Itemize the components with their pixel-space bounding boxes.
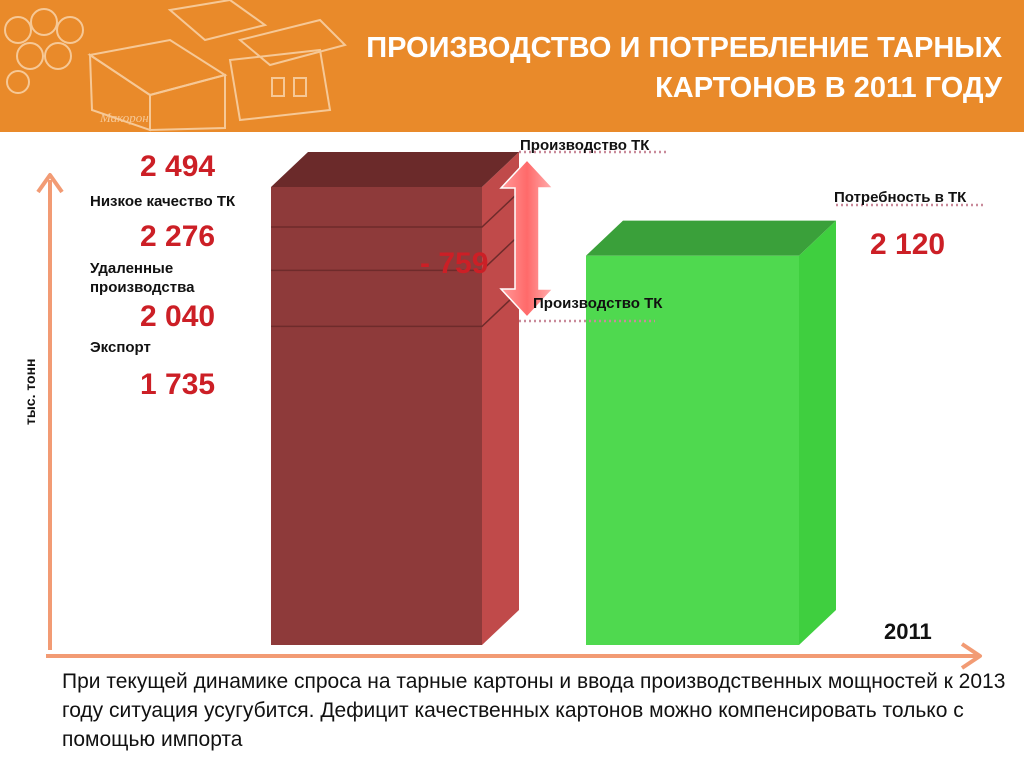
production-segment-divider-3 xyxy=(271,191,520,228)
roll-circle-2 xyxy=(30,8,58,36)
x-axis-arrowhead xyxy=(960,642,982,670)
value-2120: 2 120 xyxy=(870,228,946,261)
title-line-2: КАРТОНОВ В 2011 ГОДУ xyxy=(655,72,1002,104)
label-demand: Потребность в ТК xyxy=(834,189,967,206)
value-2040: 2 040 xyxy=(140,300,216,333)
header-banner: Макорон ПРОИЗВОДСТВО И ПОТРЕБЛЕНИЕ ТАРНЫ… xyxy=(0,0,1024,132)
production-segment-divider-1 xyxy=(271,290,520,328)
box2-side xyxy=(228,48,332,122)
boxes-illustration: Макорон xyxy=(4,0,347,132)
page-title: ПРОИЗВОДСТВО И ПОТРЕБЛЕНИЕ ТАРНЫХ КАРТОН… xyxy=(302,28,1002,108)
label-low-quality: Низкое качество ТК xyxy=(90,193,236,210)
production-bar-side xyxy=(482,152,519,645)
production-bar-front xyxy=(271,187,482,645)
demand-bar-top xyxy=(586,220,836,256)
label-production-mid: Производство ТК xyxy=(533,295,663,312)
roll-circle-3 xyxy=(56,16,84,44)
logo-text: Макорон xyxy=(99,110,149,125)
demand-bar-side xyxy=(799,220,836,645)
production-segment-divider-2 xyxy=(271,234,520,272)
demand-bar-front xyxy=(586,255,799,645)
box2-flap xyxy=(237,18,347,67)
difference-value: - 759 xyxy=(420,247,489,280)
roll-circle-5 xyxy=(44,42,72,70)
title-line-1: ПРОИЗВОДСТВО И ПОТРЕБЛЕНИЕ ТАРНЫХ xyxy=(366,32,1002,64)
value-1735: 1 735 xyxy=(140,368,216,401)
difference-double-arrow xyxy=(499,158,555,319)
fragile-icon xyxy=(271,77,285,97)
y-axis-label: тыс. тонн xyxy=(22,358,38,425)
label-remote-production: Удаленные производства xyxy=(90,260,195,296)
box2-top xyxy=(167,0,268,42)
production-bar-top xyxy=(271,152,519,187)
umbrella-icon xyxy=(293,77,307,97)
y-axis-arrowhead xyxy=(36,173,64,194)
footer-text: При текущей динамике спроса на тарные ка… xyxy=(62,670,1006,751)
label-export: Экспорт xyxy=(90,339,151,356)
value-2276: 2 276 xyxy=(140,220,216,253)
roll-circle-6 xyxy=(6,70,30,94)
x-axis-year-label: 2011 xyxy=(884,619,932,644)
roll-circle-4 xyxy=(16,42,44,70)
box-front xyxy=(88,53,151,132)
roll-circle-1 xyxy=(4,16,32,44)
label-production-top: Производство ТК xyxy=(520,137,650,154)
value-2494: 2 494 xyxy=(140,150,216,183)
